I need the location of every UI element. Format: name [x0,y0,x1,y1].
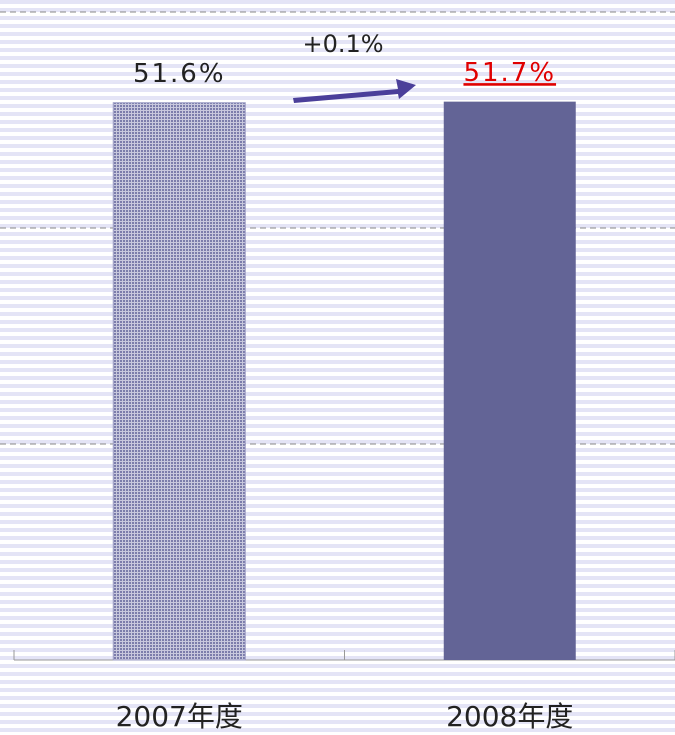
value-label: 51.7% [463,58,556,88]
x-tick-label: 2007年度 [116,700,243,733]
change-arrow [293,79,416,103]
value-label: 51.6% [133,59,226,89]
bars [112,101,576,661]
x-tick-label: 2008年度 [446,700,573,733]
annotation: +0.1% [302,30,383,58]
bar [112,102,246,661]
bar [443,101,576,660]
